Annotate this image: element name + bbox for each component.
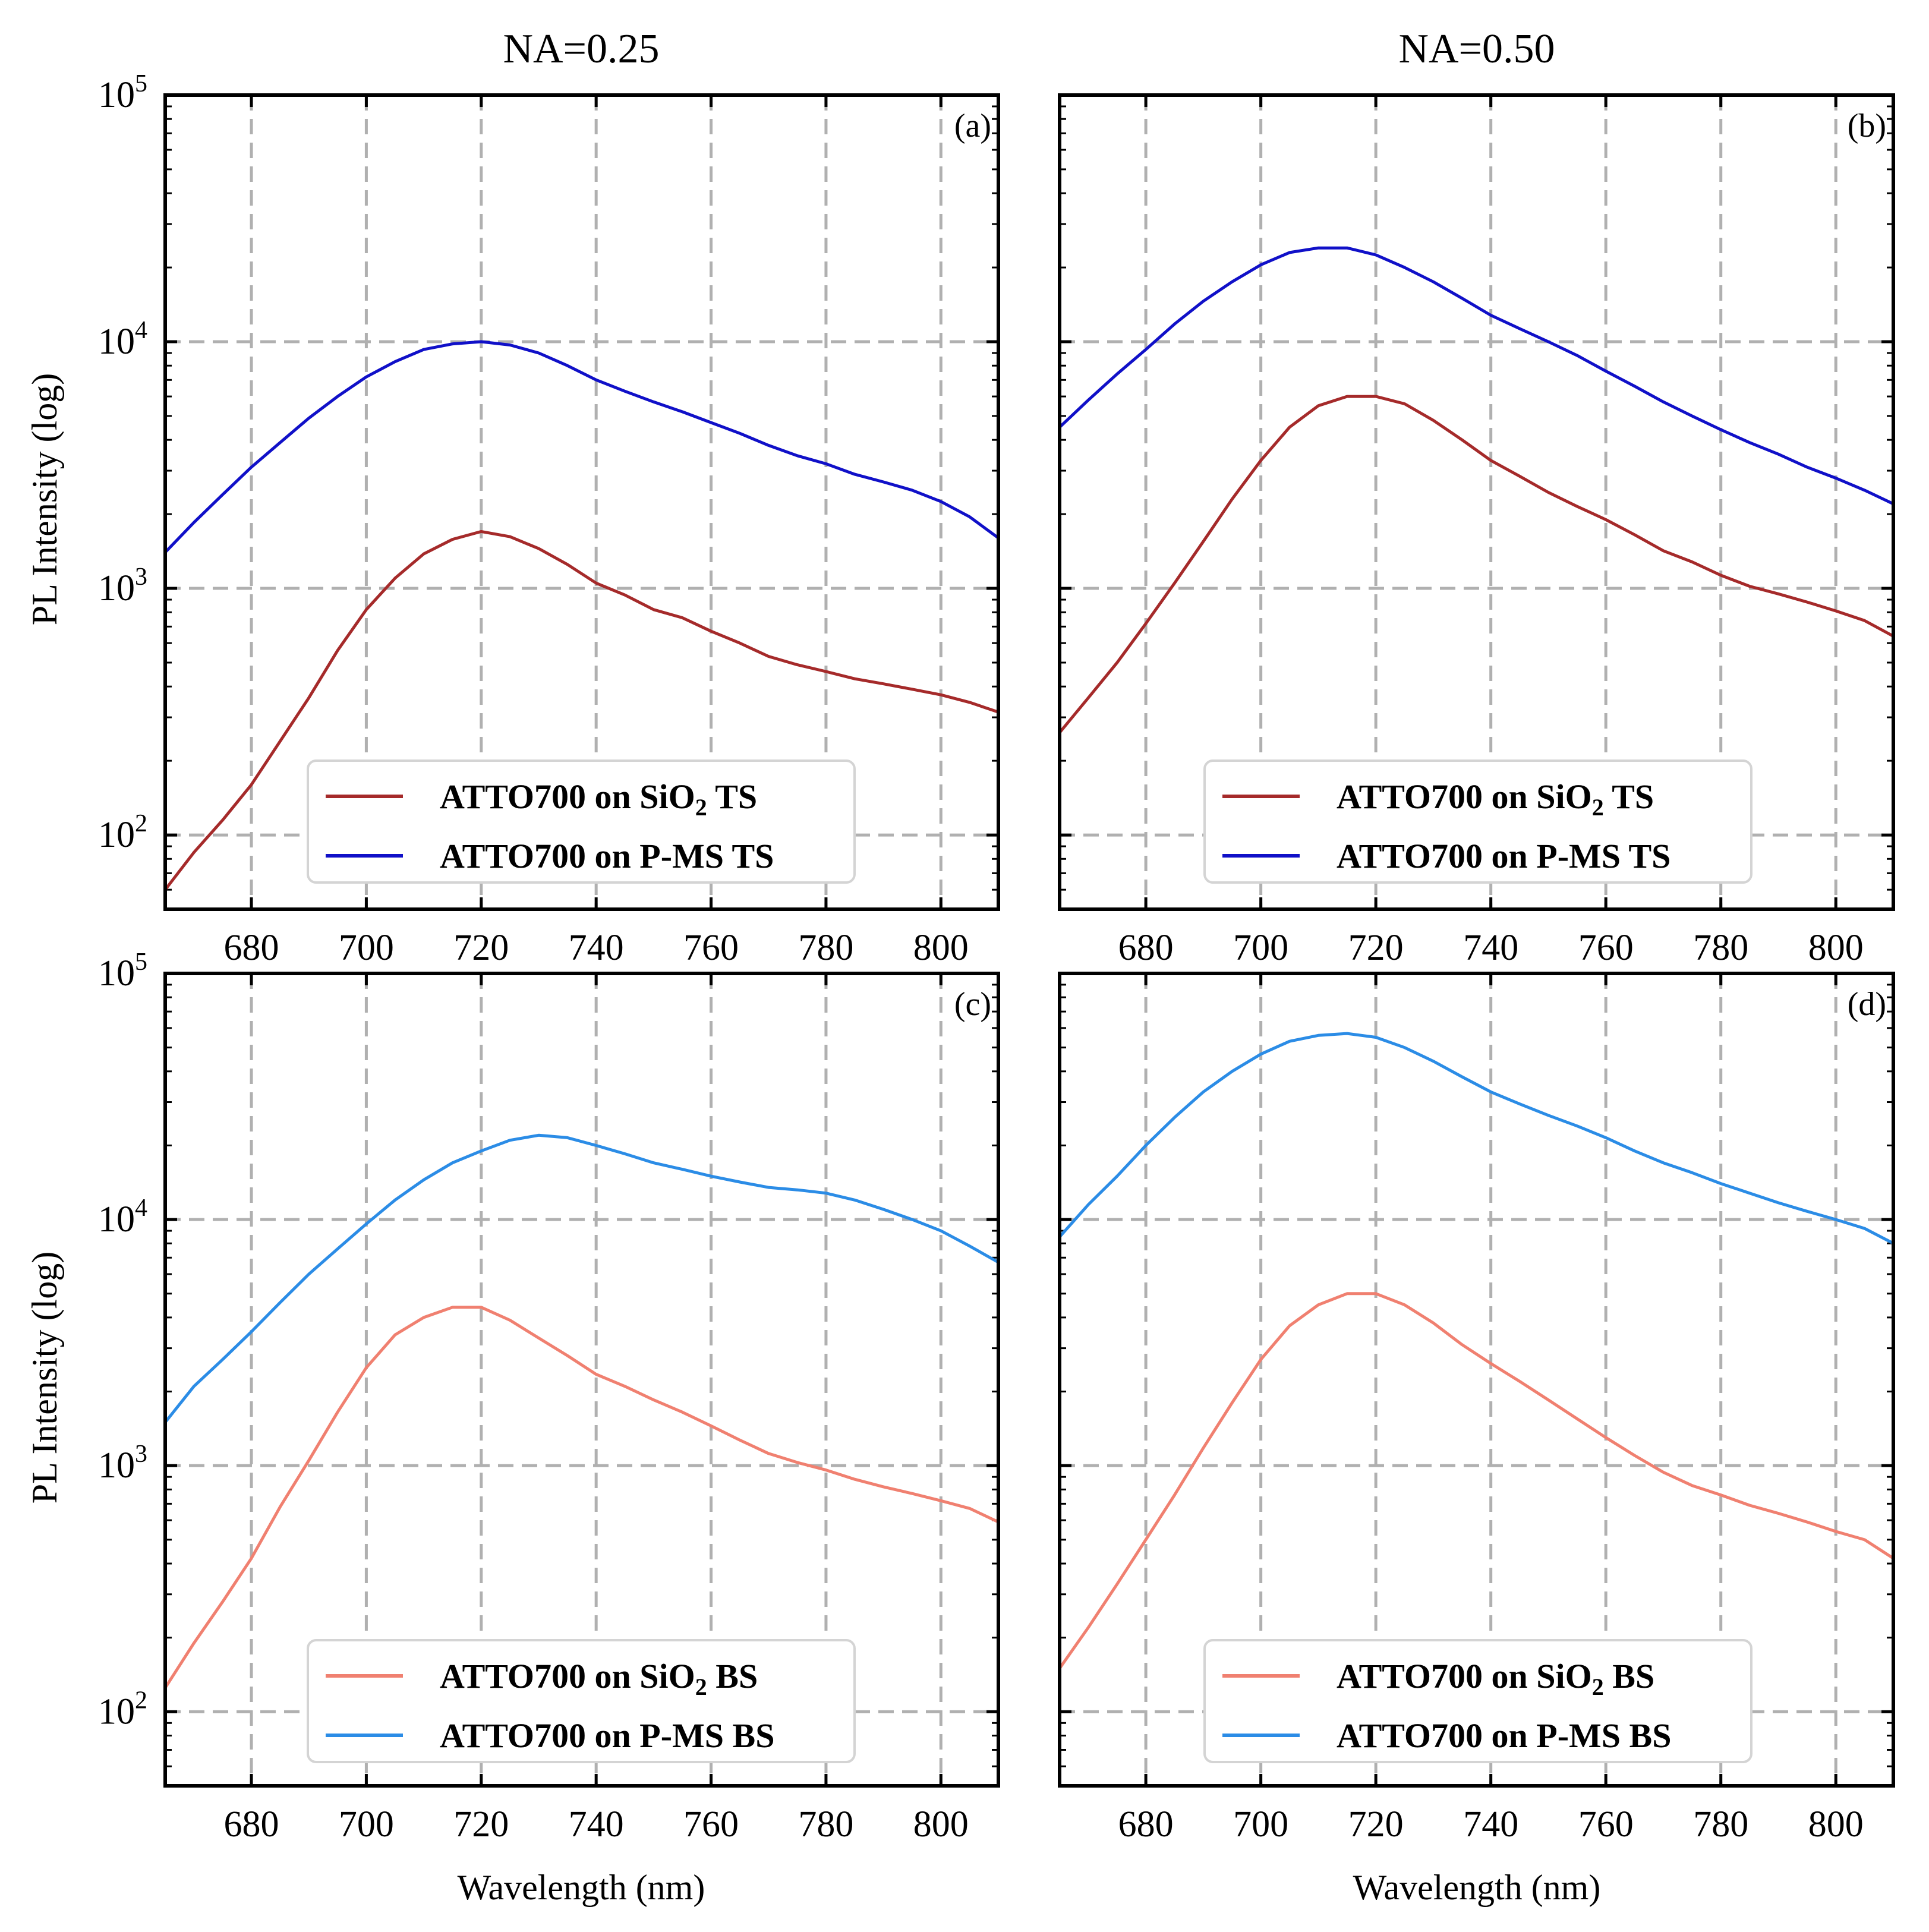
- x-tick-label: 720: [1348, 928, 1404, 968]
- y-tick-label: 103: [98, 1441, 147, 1486]
- panel-tag: (b): [1848, 108, 1886, 144]
- legend-box: [1203, 1639, 1753, 1763]
- chart-panel-1: 680 700 720 740 760 780 800 (b) ATTO700 on SiO2 …: [1058, 93, 1895, 968]
- x-tick-label: 720: [1348, 1804, 1404, 1845]
- x-tick-label: 800: [913, 928, 969, 968]
- x-tick-label: 800: [1808, 928, 1864, 968]
- x-tick-label: 740: [569, 928, 624, 968]
- legend-label: ATTO700 on P-MS TS: [1337, 837, 1670, 875]
- x-tick-label: 780: [798, 1804, 853, 1845]
- series-line-0: [1058, 1292, 1895, 1669]
- x-tick-label: 700: [339, 928, 394, 968]
- x-tick-label: 700: [339, 1804, 394, 1845]
- plot-frame: [163, 972, 1000, 1788]
- x-tick-label: 740: [569, 1804, 624, 1845]
- x-tick-label: 760: [683, 1804, 739, 1845]
- x-axis-label-left: Wavelength (nm): [458, 1868, 705, 1907]
- series-line-1: [1058, 1032, 1895, 1245]
- y-axis-label-top: PL Intensity (log): [25, 373, 64, 625]
- legend-label: ATTO700 on SiO2 TS: [1337, 777, 1654, 821]
- chart-panel-0: 680 700 720 740 760 780 800 102 103 104 105 (a) ATTO…: [98, 70, 1000, 968]
- series-line-1: [1058, 246, 1895, 506]
- x-tick-label: 780: [1693, 928, 1748, 968]
- series-line-1: [164, 1133, 1000, 1423]
- chart-panel-3: 680 700 720 740 760 780 800 (d) ATTO700 on SiO2 …: [1058, 972, 1895, 1845]
- x-tick-label: 720: [453, 1804, 509, 1845]
- panels-layer: 680 700 720 740 760 780 800 102 103 104 105 (a) ATTO…: [98, 70, 1895, 1845]
- y-axis-label-bottom: PL Intensity (log): [25, 1252, 64, 1504]
- panel-tag: (c): [954, 986, 991, 1023]
- plot-frame: [163, 93, 1000, 911]
- y-tick-label: 105: [98, 70, 147, 115]
- x-tick-label: 800: [1808, 1804, 1864, 1845]
- series-line-1: [164, 340, 1000, 554]
- legend-box: [1203, 759, 1753, 884]
- series-line-0: [164, 530, 999, 891]
- x-tick-label: 760: [1578, 1804, 1634, 1845]
- x-axis-label-right: Wavelength (nm): [1353, 1868, 1601, 1907]
- legend-label: ATTO700 on P-MS BS: [440, 1716, 774, 1755]
- x-tick-label: 760: [683, 928, 739, 968]
- x-tick-label: 680: [1118, 1804, 1174, 1845]
- chart-panel-2: 680 700 720 740 760 780 800 102 103 104 105 (c) ATTO…: [98, 948, 1000, 1845]
- legend-label: ATTO700 on P-MS TS: [440, 837, 774, 875]
- x-tick-label: 680: [224, 928, 279, 968]
- x-tick-label: 800: [913, 1804, 969, 1845]
- legend-label: ATTO700 on P-MS BS: [1337, 1716, 1671, 1755]
- legend-label: ATTO700 on SiO2 TS: [440, 777, 757, 821]
- y-tick-label: 105: [98, 948, 147, 994]
- x-tick-label: 680: [224, 1804, 279, 1845]
- col-title-left: NA=0.25: [503, 26, 659, 72]
- y-tick-label: 104: [98, 1195, 147, 1240]
- x-tick-label: 740: [1463, 928, 1518, 968]
- panel-tag: (a): [954, 108, 991, 144]
- x-tick-label: 780: [798, 928, 853, 968]
- plot-frame: [1058, 93, 1895, 911]
- y-tick-label: 103: [98, 563, 147, 609]
- y-tick-label: 102: [98, 1687, 147, 1732]
- legend-label: ATTO700 on SiO2 BS: [1337, 1657, 1654, 1700]
- y-tick-label: 102: [98, 810, 147, 855]
- panel-tag: (d): [1848, 986, 1886, 1023]
- x-tick-label: 760: [1578, 928, 1634, 968]
- series-line-0: [1058, 395, 1895, 734]
- x-tick-label: 680: [1118, 928, 1174, 968]
- legend-box: [307, 759, 856, 884]
- y-tick-label: 104: [98, 317, 147, 362]
- x-tick-label: 780: [1693, 1804, 1748, 1845]
- series-line-0: [163, 1306, 1000, 1689]
- col-title-right: NA=0.50: [1398, 26, 1555, 72]
- x-tick-label: 700: [1233, 928, 1288, 968]
- x-tick-label: 700: [1233, 1804, 1288, 1845]
- legend-label: ATTO700 on SiO2 BS: [440, 1657, 758, 1700]
- legend-box: [307, 1639, 856, 1763]
- plot-frame: [1058, 972, 1895, 1788]
- x-tick-label: 740: [1463, 1804, 1518, 1845]
- x-tick-label: 720: [453, 928, 509, 968]
